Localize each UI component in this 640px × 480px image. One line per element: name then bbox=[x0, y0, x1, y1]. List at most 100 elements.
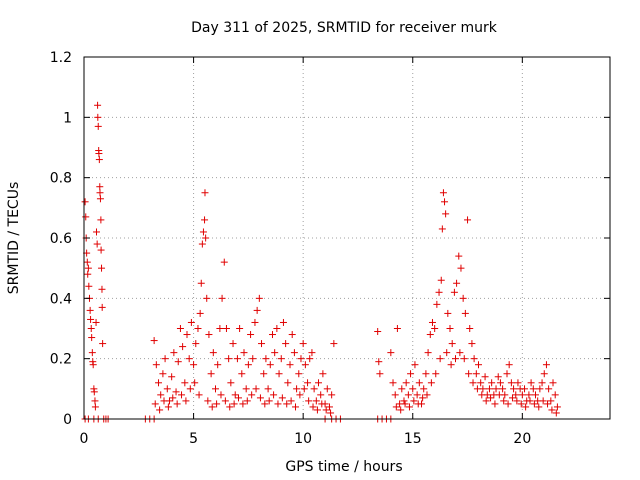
data-point bbox=[504, 400, 512, 408]
data-point bbox=[464, 216, 472, 224]
data-point bbox=[252, 385, 260, 393]
data-point bbox=[273, 325, 281, 332]
data-point bbox=[552, 409, 560, 417]
data-point bbox=[309, 403, 317, 411]
y-axis-label: SRMTID / TECUs bbox=[6, 182, 22, 295]
data-point bbox=[433, 300, 441, 308]
data-point bbox=[286, 361, 294, 369]
data-point bbox=[466, 325, 474, 332]
data-point bbox=[156, 406, 164, 414]
data-point bbox=[291, 403, 299, 411]
data-point bbox=[305, 397, 313, 405]
data-point bbox=[174, 358, 182, 366]
data-point bbox=[553, 403, 561, 411]
data-point bbox=[465, 370, 473, 378]
data-point bbox=[510, 385, 518, 393]
data-point bbox=[87, 315, 95, 323]
data-point bbox=[397, 406, 405, 414]
data-point bbox=[186, 385, 194, 393]
data-point bbox=[401, 400, 409, 408]
data-point bbox=[315, 379, 323, 387]
data-point bbox=[83, 258, 91, 266]
grid bbox=[84, 57, 610, 419]
data-point bbox=[446, 325, 454, 332]
data-point bbox=[413, 391, 421, 399]
data-point bbox=[514, 379, 522, 387]
data-point bbox=[270, 391, 278, 399]
chart-title: Day 311 of 2025, SRMTID for receiver mur… bbox=[191, 20, 498, 36]
data-point bbox=[536, 385, 544, 393]
data-point bbox=[410, 397, 418, 405]
data-point bbox=[86, 306, 94, 314]
data-point bbox=[447, 361, 455, 369]
y-tick-label: 1 bbox=[63, 110, 72, 126]
x-axis-label: GPS time / hours bbox=[285, 459, 402, 475]
data-point bbox=[260, 370, 268, 378]
data-point bbox=[207, 370, 215, 378]
data-point bbox=[94, 101, 102, 109]
data-point bbox=[301, 361, 309, 369]
data-point bbox=[374, 328, 382, 336]
data-point bbox=[469, 379, 477, 387]
data-point bbox=[98, 264, 106, 272]
data-point bbox=[459, 294, 467, 302]
data-point bbox=[233, 355, 241, 363]
data-point bbox=[495, 391, 503, 399]
data-point bbox=[527, 379, 535, 387]
data-point bbox=[271, 349, 279, 357]
y-tick-label: 1.2 bbox=[50, 50, 72, 66]
data-point bbox=[90, 388, 98, 396]
data-point bbox=[221, 397, 229, 405]
data-point bbox=[308, 349, 316, 357]
data-point bbox=[293, 385, 301, 393]
data-point bbox=[391, 391, 399, 399]
data-point bbox=[258, 340, 266, 348]
data-point bbox=[485, 385, 493, 393]
data-point bbox=[317, 391, 325, 399]
data-point bbox=[240, 349, 248, 357]
data-point bbox=[438, 225, 446, 233]
data-point bbox=[264, 385, 272, 393]
y-tick-label: 0.2 bbox=[50, 352, 72, 368]
data-point bbox=[492, 385, 500, 393]
data-point bbox=[239, 400, 247, 408]
data-point bbox=[426, 331, 434, 339]
data-point bbox=[266, 361, 274, 369]
data-point bbox=[525, 391, 533, 399]
data-point bbox=[216, 325, 224, 332]
data-point bbox=[507, 379, 515, 387]
data-point bbox=[97, 216, 105, 224]
data-point bbox=[195, 391, 203, 399]
x-tick-label: 0 bbox=[80, 431, 89, 447]
data-point bbox=[84, 264, 92, 272]
data-point bbox=[181, 379, 189, 387]
data-point bbox=[274, 400, 282, 408]
data-point bbox=[168, 373, 176, 381]
data-point bbox=[229, 340, 237, 348]
data-point bbox=[494, 373, 502, 381]
data-point bbox=[517, 400, 525, 408]
data-point bbox=[194, 325, 202, 332]
data-point bbox=[409, 385, 417, 393]
data-point bbox=[179, 343, 187, 351]
data-point bbox=[323, 385, 331, 393]
data-point bbox=[268, 331, 276, 339]
data-point bbox=[376, 370, 384, 378]
data-point bbox=[535, 403, 543, 411]
data-point bbox=[247, 331, 255, 339]
data-point bbox=[226, 403, 234, 411]
y-tick-label: 0.8 bbox=[50, 171, 72, 187]
data-point bbox=[422, 370, 430, 378]
data-point bbox=[249, 355, 257, 363]
data-point bbox=[518, 391, 526, 399]
data-point bbox=[242, 385, 250, 393]
data-point bbox=[415, 379, 423, 387]
data-point bbox=[94, 113, 102, 121]
data-point bbox=[437, 276, 445, 284]
data-point bbox=[470, 355, 478, 363]
data-point bbox=[475, 361, 482, 369]
data-point bbox=[235, 394, 243, 402]
data-point bbox=[487, 394, 495, 402]
data-point bbox=[529, 385, 537, 393]
data-point bbox=[387, 349, 395, 357]
